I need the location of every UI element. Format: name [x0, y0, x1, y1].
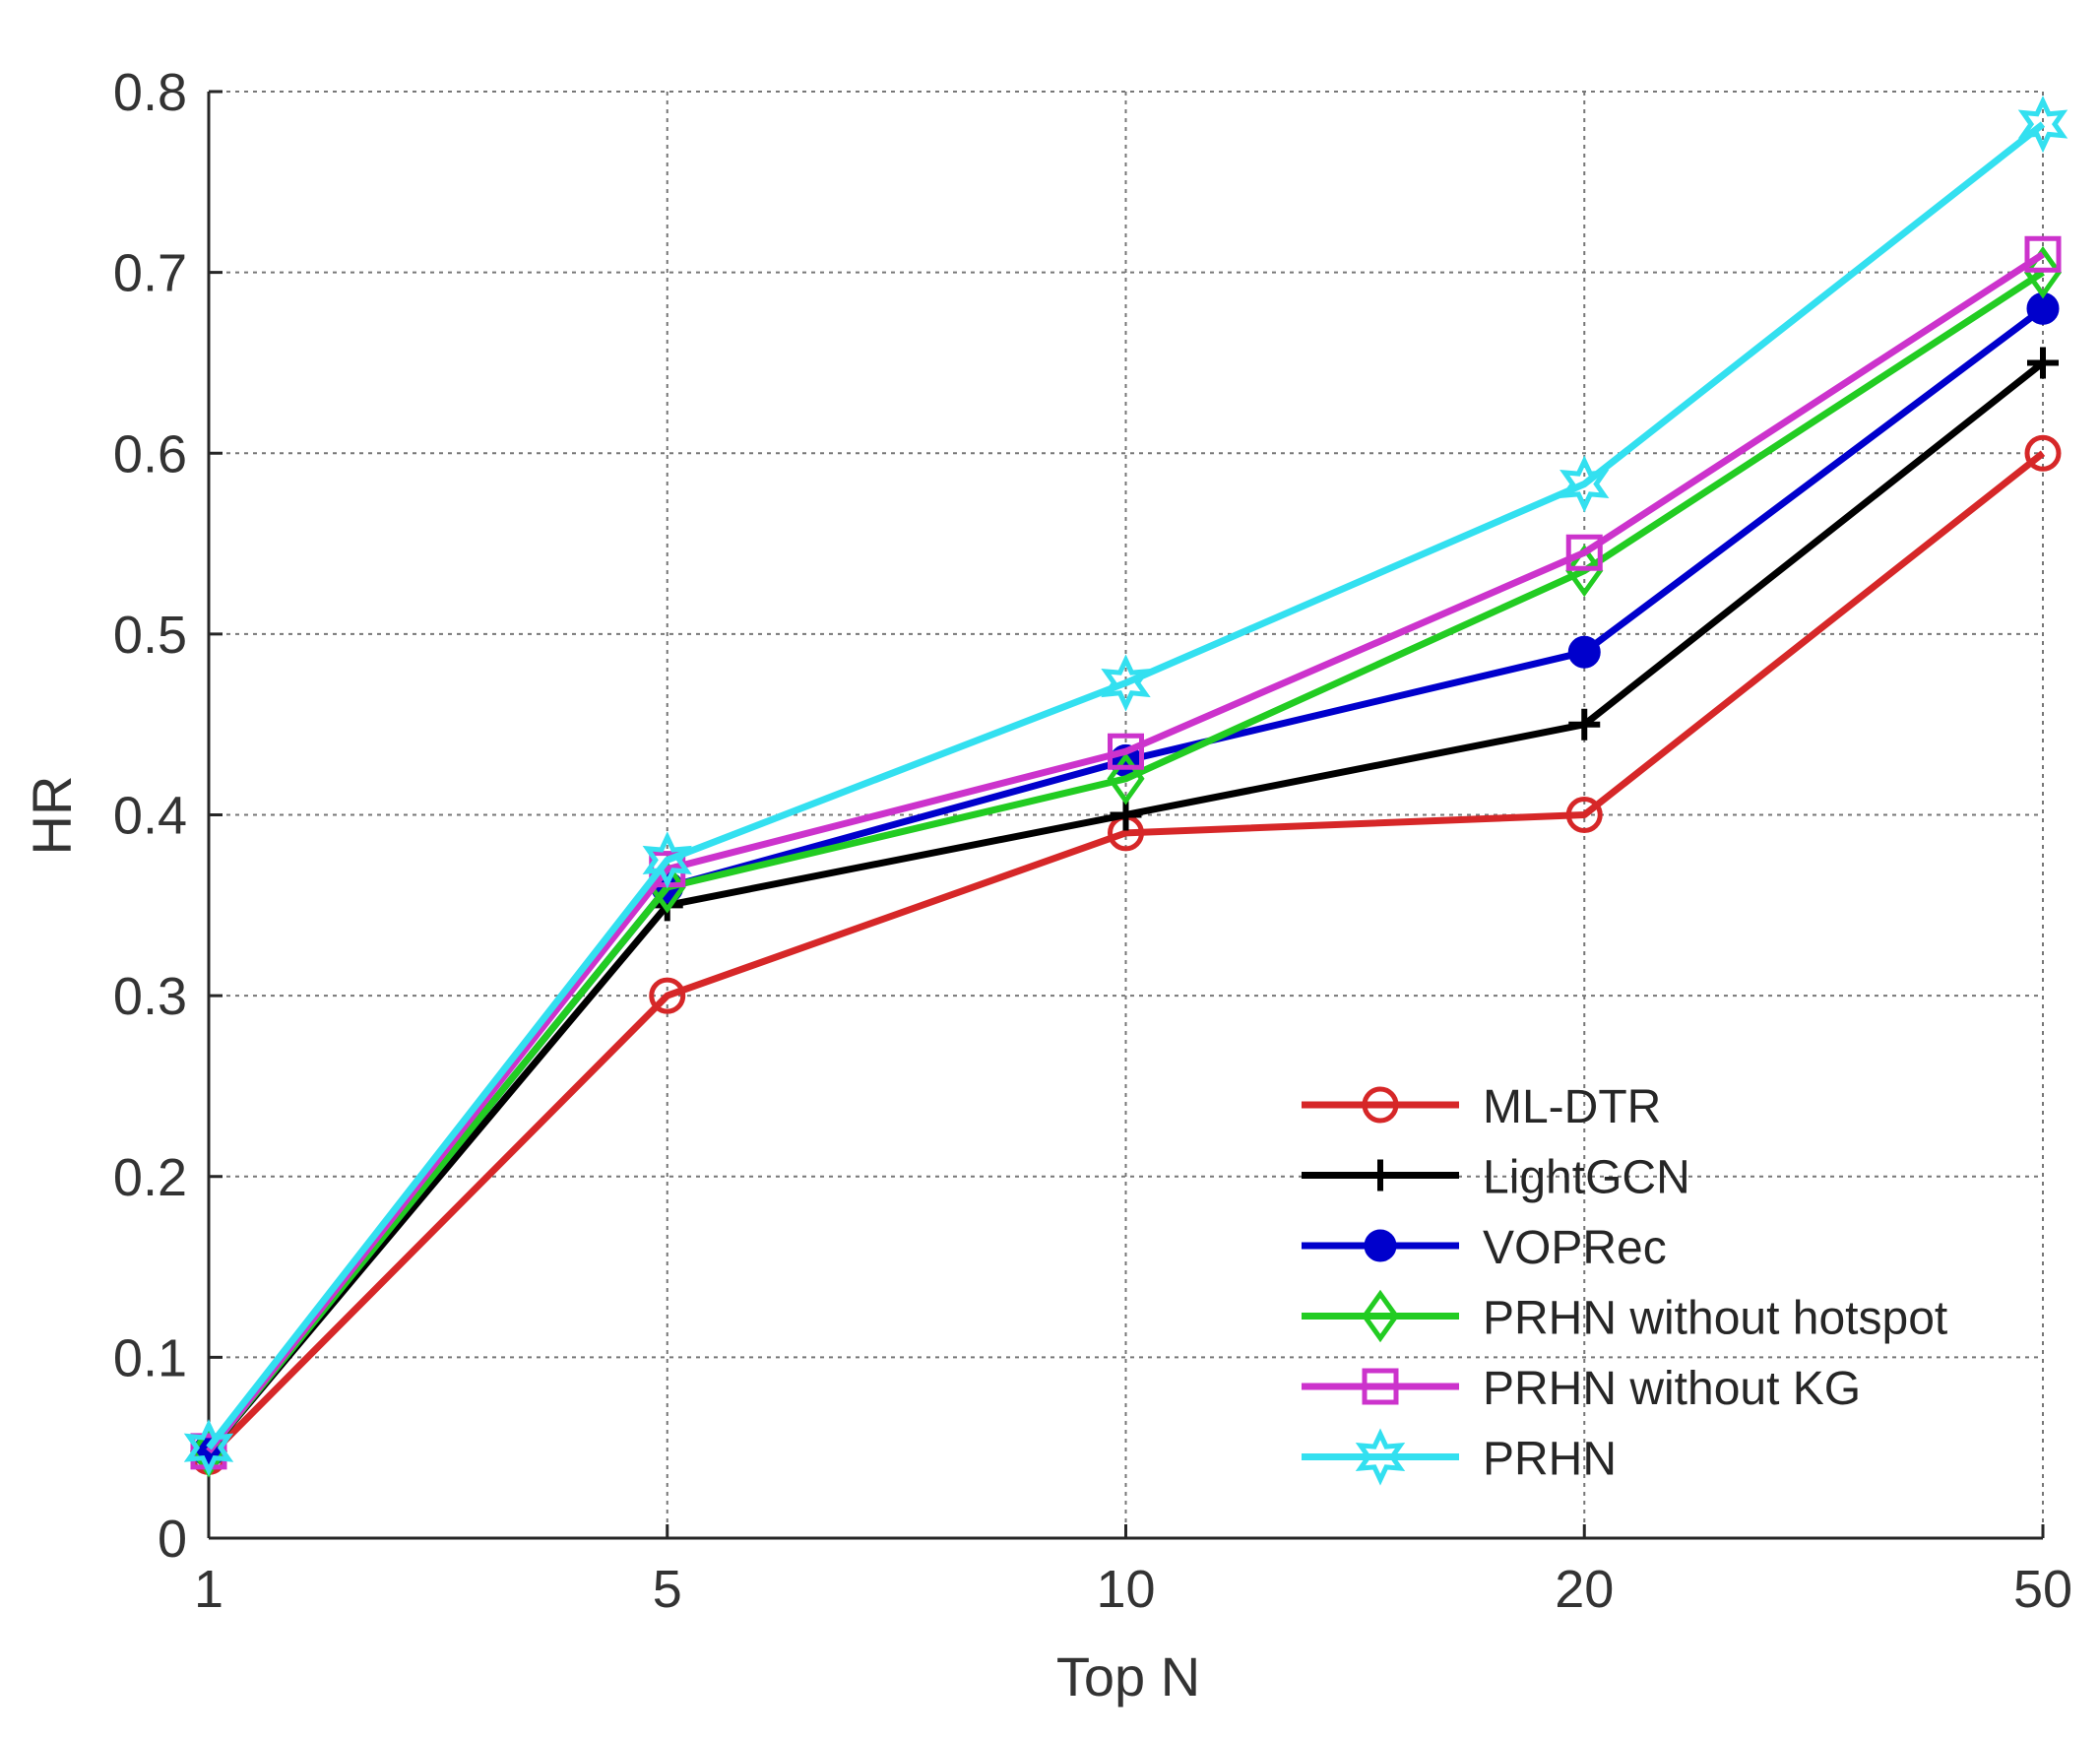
legend-marker-prhn-without-hotspot — [1361, 1289, 1400, 1343]
series-line-ml-dtr — [206, 450, 2046, 1459]
legend-label-prhn: PRHN — [1483, 1434, 1617, 1486]
data-point-prhn-4 — [2017, 96, 2068, 154]
data-point-voprec-3 — [1567, 635, 1601, 669]
legend-marker-ml-dtr — [1362, 1086, 1399, 1124]
data-point-prhn-without-hotspot-3 — [1565, 544, 1604, 598]
data-point-prhn-0 — [183, 1419, 234, 1477]
legend-item-voprec: VOPRec — [1302, 1222, 1667, 1274]
legend-item-prhn-without-hotspot: PRHN without hotspot — [1302, 1289, 1947, 1345]
y-tick-label-1: 0.1 — [113, 1328, 187, 1387]
data-point-prhn-without-kg-3 — [1565, 534, 1603, 571]
y-tick-label-4: 0.4 — [113, 787, 187, 846]
data-point-ml-dtr-4 — [2024, 434, 2062, 472]
y-tick-label-8: 0.8 — [113, 63, 187, 122]
legend-label-ml-dtr: ML-DTR — [1483, 1081, 1661, 1133]
legend-item-ml-dtr: ML-DTR — [1302, 1081, 1661, 1133]
x-axis-label: Top N — [1056, 1645, 1200, 1707]
x-tick-label-1: 5 — [653, 1560, 682, 1619]
legend-marker-prhn-without-kg — [1362, 1368, 1399, 1405]
axes: 0 0.1 0.2 0.3 0.4 0.5 0.6 0.7 0.8 1 5 10 20 50 — [113, 63, 2072, 1619]
series-line-prhn — [206, 121, 2046, 1450]
data-point-prhn-2 — [1101, 654, 1151, 712]
grid — [209, 91, 2044, 1538]
legend: ML-DTR LightGCN VOPRec PRHN without hotspot… — [1302, 1081, 1947, 1486]
legend-marker-lightgcn — [1365, 1159, 1396, 1192]
legend-label-prhn-without-kg: PRHN without KG — [1483, 1363, 1861, 1415]
y-tick-label-6: 0.6 — [113, 424, 187, 483]
data-point-prhn-without-hotspot-2 — [1107, 752, 1145, 805]
series-line-prhn-without-hotspot — [206, 269, 2045, 1454]
data-point-prhn-without-kg-4 — [2024, 235, 2062, 273]
legend-marker-voprec — [1364, 1229, 1397, 1262]
legend-label-voprec: VOPRec — [1483, 1222, 1667, 1274]
legend-label-lightgcn: LightGCN — [1483, 1152, 1690, 1204]
y-tick-label-5: 0.5 — [113, 606, 187, 665]
y-tick-label-7: 0.7 — [113, 244, 187, 303]
y-tick-label-2: 0.2 — [113, 1148, 187, 1207]
data-point-lightgcn-3 — [1568, 708, 1601, 741]
y-tick-label-3: 0.3 — [113, 967, 187, 1026]
data-point-ml-dtr-1 — [649, 977, 686, 1014]
x-tick-label-2: 10 — [1096, 1560, 1155, 1619]
y-tick-label-0: 0 — [158, 1510, 187, 1569]
data-point-prhn-1 — [642, 831, 692, 889]
data-point-lightgcn-4 — [2027, 347, 2059, 379]
y-axis-label: HR — [21, 776, 83, 856]
series — [183, 96, 2068, 1478]
legend-item-prhn-without-kg: PRHN without KG — [1302, 1363, 1861, 1415]
x-tick-label-4: 50 — [2013, 1560, 2072, 1619]
data-point-prhn-without-kg-2 — [1108, 733, 1144, 770]
data-point-ml-dtr-3 — [1565, 797, 1603, 833]
x-tick-label-0: 1 — [194, 1560, 223, 1619]
series-line-prhn-without-kg — [206, 251, 2045, 1454]
data-point-prhn-3 — [1559, 455, 1610, 513]
legend-label-prhn-without-hotspot: PRHN without hotspot — [1483, 1293, 1947, 1345]
x-tick-label-3: 20 — [1555, 1560, 1614, 1619]
legend-item-prhn: PRHN — [1302, 1428, 1617, 1486]
legend-item-lightgcn: LightGCN — [1302, 1152, 1690, 1204]
legend-marker-prhn — [1355, 1428, 1406, 1486]
series-prhn — [183, 96, 2068, 1477]
